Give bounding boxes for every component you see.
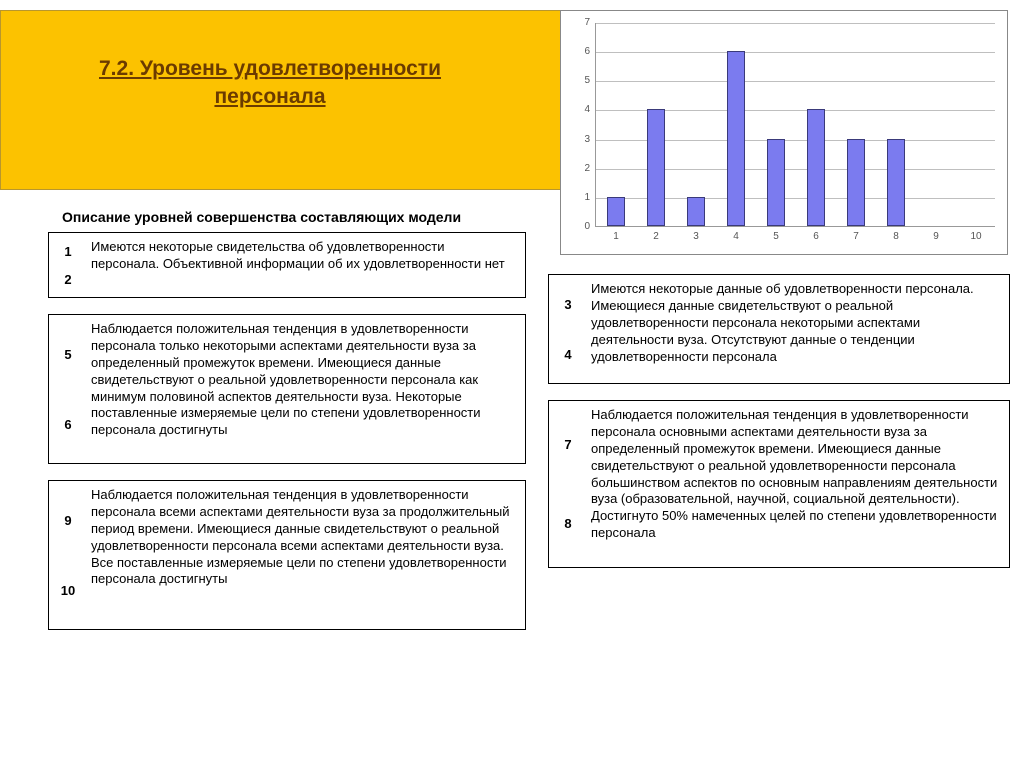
level-num: 8 (564, 516, 571, 531)
desc-text: Наблюдается положительная тенденция в уд… (87, 481, 525, 629)
chart-x-tick: 4 (726, 231, 746, 242)
chart-x-tick: 9 (926, 231, 946, 242)
level-num: 1 (64, 244, 71, 259)
desc-text: Имеются некоторые данные об удовлетворен… (587, 275, 1009, 383)
chart-bar (647, 109, 665, 226)
desc-box-3-4: 3 4 Имеются некоторые данные об удовлетв… (548, 274, 1010, 384)
chart-y-tick: 6 (572, 46, 590, 57)
chart-gridline (596, 81, 995, 82)
chart-plot-area: 0123456712345678910 (595, 23, 995, 227)
desc-nums: 7 8 (549, 401, 587, 567)
chart-y-tick: 4 (572, 104, 590, 115)
chart-gridline (596, 23, 995, 24)
section-subtitle: Описание уровней совершенства составляющ… (62, 209, 461, 225)
desc-box-5-6: 5 6 Наблюдается положительная тенденция … (48, 314, 526, 464)
desc-nums: 5 6 (49, 315, 87, 463)
chart-x-tick: 3 (686, 231, 706, 242)
chart-x-tick: 1 (606, 231, 626, 242)
chart-gridline (596, 52, 995, 53)
desc-box-1-2: 1 2 Имеются некоторые свидетельства об у… (48, 232, 526, 298)
chart-y-tick: 7 (572, 17, 590, 28)
level-num: 6 (64, 417, 71, 432)
desc-box-7-8: 7 8 Наблюдается положительная тенденция … (548, 400, 1010, 568)
chart-x-tick: 7 (846, 231, 866, 242)
page-title: 7.2. Уровень удовлетворенности персонала (80, 55, 460, 112)
chart-x-tick: 10 (966, 231, 986, 242)
chart-bar (607, 197, 625, 226)
desc-box-9-10: 9 10 Наблюдается положительная тенденция… (48, 480, 526, 630)
chart-y-tick: 1 (572, 192, 590, 203)
chart-y-tick: 0 (572, 221, 590, 232)
chart-bar (727, 51, 745, 226)
desc-nums: 9 10 (49, 481, 87, 629)
chart-y-tick: 3 (572, 134, 590, 145)
chart-bar (767, 139, 785, 226)
desc-nums: 3 4 (549, 275, 587, 383)
level-num: 7 (564, 437, 571, 452)
chart-x-tick: 5 (766, 231, 786, 242)
chart-bar (847, 139, 865, 226)
desc-text: Имеются некоторые свидетельства об удовл… (87, 233, 525, 297)
level-num: 2 (64, 272, 71, 287)
level-num: 4 (564, 347, 571, 362)
chart-y-tick: 5 (572, 75, 590, 86)
level-num: 9 (64, 513, 71, 528)
level-num: 10 (61, 583, 75, 598)
chart-bar (807, 109, 825, 226)
chart-x-tick: 6 (806, 231, 826, 242)
level-num: 5 (64, 347, 71, 362)
chart-bar (887, 139, 905, 226)
chart-x-tick: 8 (886, 231, 906, 242)
chart-y-tick: 2 (572, 163, 590, 174)
chart-container: 0 1 2 3 4 5 6 7 1 2 3 4 5 6 7 8 9 10 (560, 10, 1008, 255)
chart-bar (687, 197, 705, 226)
desc-text: Наблюдается положительная тенденция в уд… (87, 315, 525, 463)
desc-nums: 1 2 (49, 233, 87, 297)
desc-text: Наблюдается положительная тенденция в уд… (587, 401, 1009, 567)
chart-x-tick: 2 (646, 231, 666, 242)
level-num: 3 (564, 297, 571, 312)
